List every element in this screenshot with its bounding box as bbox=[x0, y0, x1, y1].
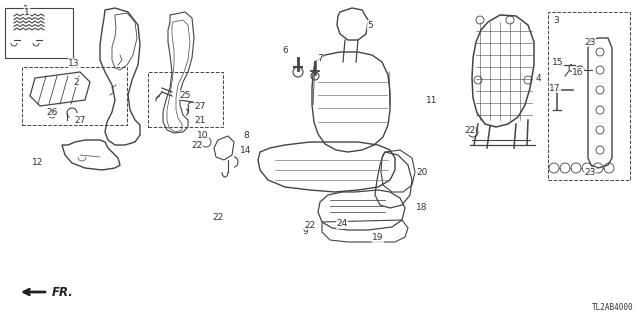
Bar bbox=[5, 8, 73, 58]
Text: 27: 27 bbox=[74, 116, 86, 124]
Text: 26: 26 bbox=[46, 108, 58, 116]
Text: 11: 11 bbox=[426, 95, 438, 105]
Text: 15: 15 bbox=[552, 58, 564, 67]
Text: FR.: FR. bbox=[52, 285, 74, 299]
Text: 12: 12 bbox=[32, 157, 44, 166]
Text: 22: 22 bbox=[305, 220, 316, 229]
Text: 13: 13 bbox=[68, 59, 80, 68]
Text: 24: 24 bbox=[337, 220, 348, 228]
Text: 4: 4 bbox=[535, 74, 541, 83]
Text: 6: 6 bbox=[282, 45, 288, 54]
Text: 8: 8 bbox=[243, 131, 249, 140]
Text: 27: 27 bbox=[195, 101, 205, 110]
Text: 7: 7 bbox=[317, 53, 323, 62]
Text: 20: 20 bbox=[416, 167, 428, 177]
Text: TL2AB4000: TL2AB4000 bbox=[591, 303, 633, 312]
Text: 2: 2 bbox=[73, 77, 79, 86]
Text: 1: 1 bbox=[24, 7, 30, 17]
Text: 22: 22 bbox=[465, 125, 476, 134]
Text: 14: 14 bbox=[240, 146, 252, 155]
Text: 1: 1 bbox=[23, 5, 29, 14]
Text: 23: 23 bbox=[584, 167, 596, 177]
Text: 22: 22 bbox=[191, 140, 203, 149]
Text: 5: 5 bbox=[367, 20, 373, 29]
Text: 21: 21 bbox=[195, 116, 205, 124]
Text: 18: 18 bbox=[416, 204, 428, 212]
Text: 19: 19 bbox=[372, 234, 384, 243]
Text: 10: 10 bbox=[197, 131, 209, 140]
Text: 17: 17 bbox=[549, 84, 561, 92]
Text: 25: 25 bbox=[179, 91, 191, 100]
Text: 23: 23 bbox=[584, 37, 596, 46]
Text: 16: 16 bbox=[572, 68, 584, 76]
Text: 3: 3 bbox=[553, 15, 559, 25]
Text: 9: 9 bbox=[302, 228, 308, 236]
Text: 22: 22 bbox=[212, 213, 223, 222]
